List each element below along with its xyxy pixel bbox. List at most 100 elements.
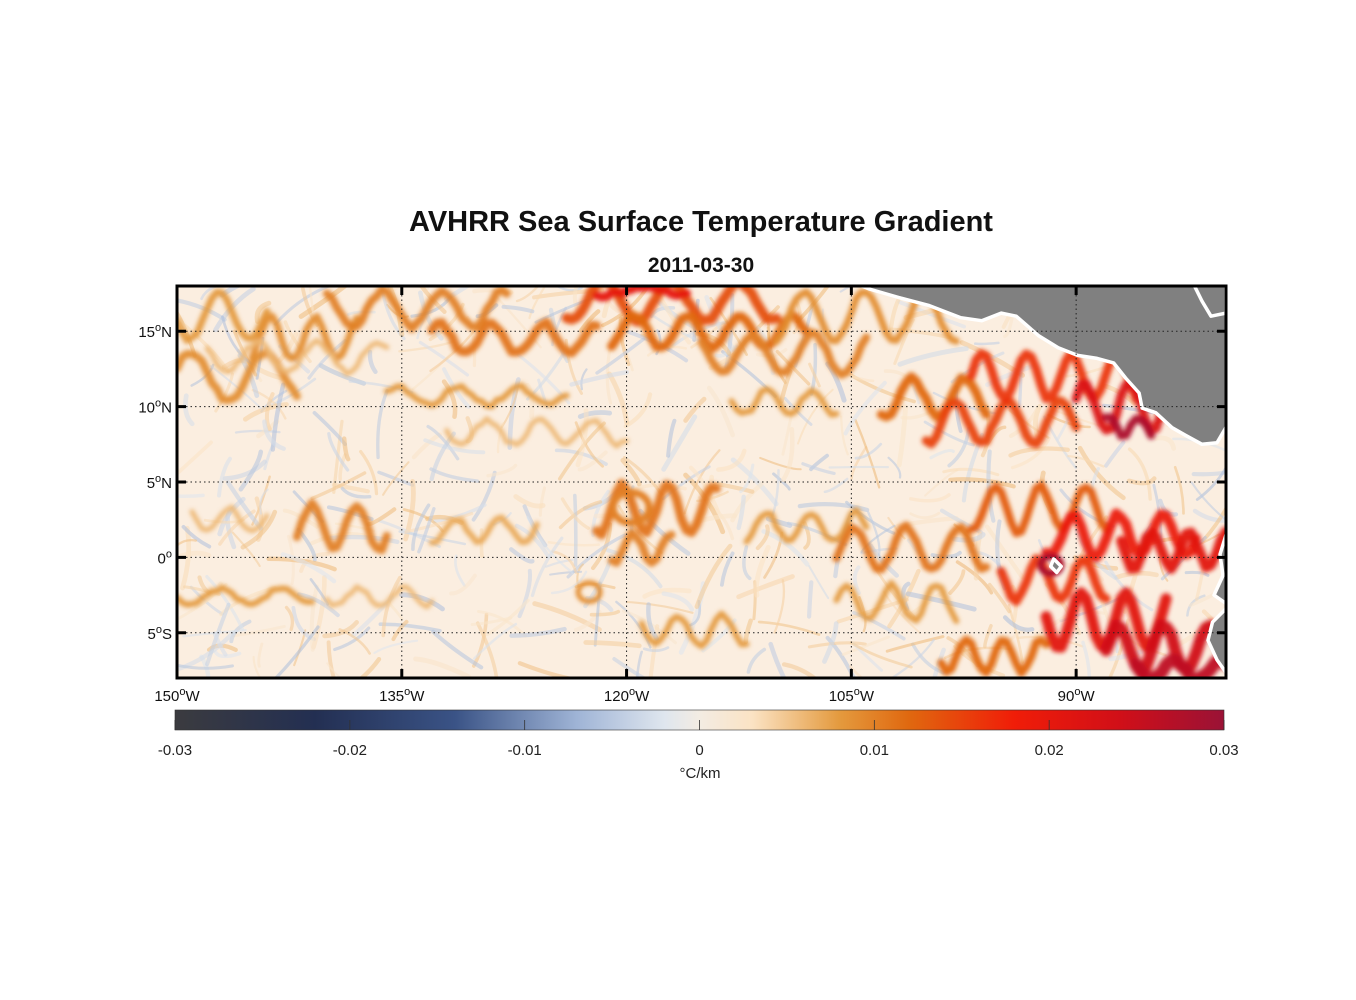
gradient-filament	[822, 621, 839, 664]
gradient-filament	[1077, 445, 1126, 501]
gradient-filament	[618, 316, 631, 367]
gradient-filament	[1010, 436, 1051, 470]
gradient-filament	[720, 551, 735, 587]
gradient-filament	[326, 640, 336, 678]
gradient-filament	[205, 574, 245, 631]
sst-front	[876, 372, 991, 422]
latitude-label: 15oN	[138, 322, 172, 341]
sst-front	[427, 317, 602, 358]
gradient-filament	[706, 385, 736, 438]
gradient-filament	[801, 462, 836, 476]
gradient-filament	[262, 419, 286, 451]
gradient-filament	[299, 552, 330, 573]
degree-symbol: o	[155, 322, 161, 334]
gradient-filament	[932, 647, 946, 678]
gradient-filament	[1201, 504, 1226, 542]
gradient-filament	[615, 600, 652, 649]
gradient-filament	[623, 392, 653, 429]
gradient-filament	[273, 286, 332, 326]
gradient-filament	[1173, 465, 1185, 515]
gradient-filament	[736, 494, 746, 531]
gradient-filament	[550, 570, 588, 595]
sst-front	[1116, 526, 1226, 574]
gradient-filament	[391, 619, 409, 642]
map-title: AVHRR Sea Surface Temperature Gradient	[409, 206, 993, 238]
gradient-filament	[694, 543, 733, 609]
sst-front	[966, 348, 1141, 405]
gradient-filament	[297, 592, 340, 618]
longitude-label: 150oW	[154, 686, 200, 705]
gradient-filament	[538, 486, 547, 517]
gradient-filament	[841, 635, 890, 657]
gradient-filament	[635, 650, 643, 678]
gradient-filament	[947, 426, 971, 468]
sst-front	[592, 478, 721, 540]
gradient-filament	[661, 414, 698, 472]
gradient-filament	[411, 503, 431, 551]
gradient-filament	[746, 647, 767, 674]
gradient-filament	[376, 389, 389, 460]
sst-front	[189, 504, 270, 534]
gradient-filament	[755, 524, 770, 551]
gradient-filament	[885, 635, 945, 653]
gradient-filament	[688, 465, 721, 515]
sst-front	[638, 610, 750, 650]
gradient-filament	[264, 392, 275, 432]
degree-symbol: o	[166, 548, 172, 560]
gradient-filament	[948, 569, 966, 595]
gradient-filament	[532, 601, 602, 633]
gradient-filament	[852, 611, 906, 641]
gradient-filament	[177, 298, 227, 322]
gradient-filament	[257, 642, 264, 668]
gradient-filament	[646, 602, 660, 642]
gradient-filament	[382, 461, 410, 496]
gradient-filament	[310, 471, 367, 501]
gradient-filament	[612, 657, 648, 678]
gradient-filament	[327, 432, 350, 472]
gradient-filament	[605, 548, 663, 589]
sst-front	[248, 312, 361, 363]
gradient-filament	[923, 420, 975, 447]
gradient-filament	[509, 547, 535, 564]
gradient-filament	[442, 367, 471, 409]
gradient-filament	[311, 574, 327, 650]
gradient-filament	[897, 300, 966, 329]
gradient-filament	[333, 626, 371, 652]
gradient-filament	[987, 582, 1011, 614]
degree-symbol: o	[156, 624, 162, 636]
colorbar-tick-label: -0.02	[333, 742, 367, 759]
gradient-filament	[808, 565, 830, 600]
sst-front	[743, 506, 870, 545]
gradient-filament	[892, 638, 935, 678]
gradient-filament	[231, 531, 261, 568]
latitude-label: 5oN	[147, 473, 172, 492]
gradient-filament	[716, 448, 747, 472]
sst-front	[832, 521, 991, 574]
latitude-labels: 15oN 10oN 5oN 0o 5oS	[138, 322, 172, 643]
gradient-filament	[577, 450, 608, 472]
gradient-filament	[495, 295, 542, 349]
gradient-filament	[426, 424, 460, 461]
gradient-filament	[238, 449, 264, 492]
gradient-filament	[231, 624, 286, 638]
sst-front	[697, 328, 871, 379]
gradient-filament	[222, 459, 267, 481]
colorbar-tick-label: 0.01	[860, 742, 889, 759]
gradient-filament	[470, 616, 513, 627]
gradient-filament	[181, 525, 212, 549]
gradient-filament	[930, 550, 962, 559]
gradient-filament	[501, 304, 535, 314]
gradient-filament	[1152, 435, 1177, 451]
sst-front	[428, 514, 540, 546]
gradient-filament	[517, 568, 533, 619]
map-plot-area	[177, 286, 1226, 678]
gradient-filament	[479, 528, 484, 559]
gradient-filament	[973, 341, 1000, 346]
gradient-filament	[661, 465, 711, 501]
gradient-filament	[1190, 481, 1226, 522]
gradient-filament	[868, 543, 899, 578]
gradient-filament	[768, 641, 787, 678]
gradient-filament	[307, 338, 347, 380]
gradient-filament	[580, 368, 588, 391]
